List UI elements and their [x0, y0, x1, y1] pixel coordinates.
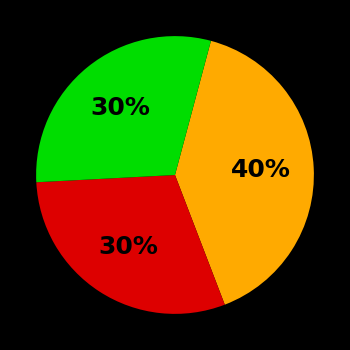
Text: 30%: 30% — [91, 96, 151, 120]
Wedge shape — [36, 36, 211, 182]
Text: 40%: 40% — [231, 159, 291, 182]
Wedge shape — [175, 41, 314, 304]
Text: 30%: 30% — [98, 235, 158, 259]
Wedge shape — [36, 175, 225, 314]
